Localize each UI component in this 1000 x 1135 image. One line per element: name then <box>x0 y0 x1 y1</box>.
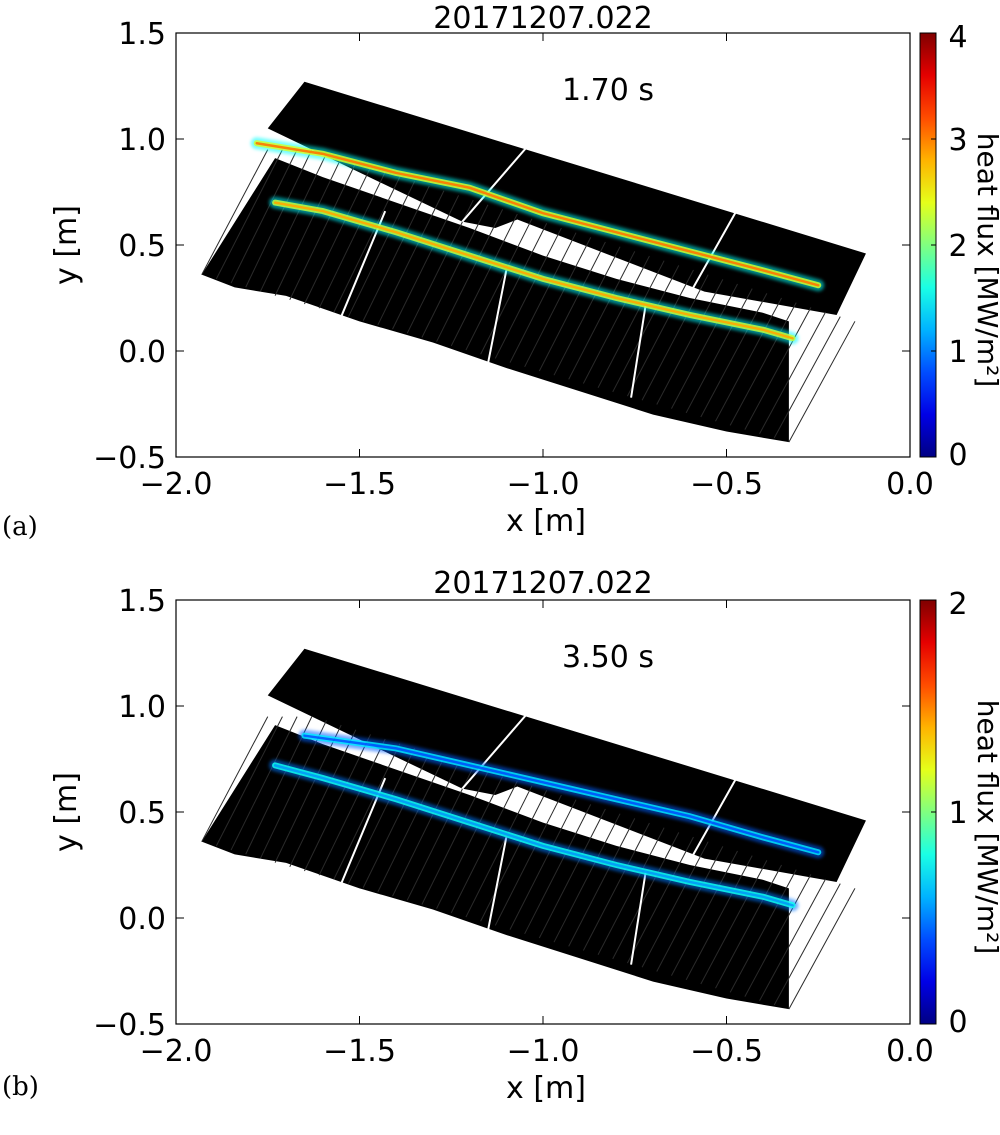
y-tick-label: 0.0 <box>118 902 166 937</box>
x-tick-label: −1.0 <box>507 467 580 502</box>
finger-separators <box>201 149 856 443</box>
y-tick-label: 1.0 <box>118 690 166 725</box>
time-annotation: 3.50 s <box>562 640 654 675</box>
panel-label-a: (a) <box>2 512 38 542</box>
y-tick-label: 0.5 <box>118 796 166 831</box>
x-tick-label: 0.0 <box>886 1034 934 1069</box>
colorbar-tick-label: 2 <box>948 587 967 622</box>
lower-target-module <box>201 158 789 443</box>
y-tick-label: 0.5 <box>118 229 166 264</box>
x-tick-label: 0.0 <box>886 467 934 502</box>
finger-separators <box>201 716 856 1010</box>
x-tick-label: −1.0 <box>507 1034 580 1069</box>
strike-line-1 <box>250 137 825 292</box>
time-annotation: 1.70 s <box>562 73 654 108</box>
panel-a: −2.0 −1.5 −1.0 −0.5 0.0 1.5 1.0 0.5 0.0 −0.5 20171… <box>0 0 1000 567</box>
y-axis-label: y [m] <box>49 205 84 285</box>
x-tick-label: −0.5 <box>690 467 763 502</box>
heatmap-chart-a: −2.0 −1.5 −1.0 −0.5 0.0 1.5 1.0 0.5 0.0 −0.5 20171… <box>49 1 1000 539</box>
y-axis-label: y [m] <box>49 772 84 852</box>
colorbar-tick-label: 0 <box>948 438 967 473</box>
x-tick-label: −1.5 <box>323 467 396 502</box>
strike-line-2 <box>269 759 799 912</box>
x-axis-label: x [m] <box>506 504 586 539</box>
colorbar-tick-label: 2 <box>948 229 967 264</box>
panel-label-b: (b) <box>2 1072 39 1102</box>
colorbar-label: heat flux [MW/m²] <box>971 700 1000 955</box>
y-tick-label: 1.0 <box>118 123 166 158</box>
x-tick-label: −2.0 <box>140 1034 213 1069</box>
panel-b: −2.0 −1.5 −1.0 −0.5 0.0 1.5 1.0 0.5 0.0 −0.5 20171… <box>0 567 1000 1134</box>
y-tick-label: 1.5 <box>118 584 166 619</box>
y-tick-label: −0.5 <box>93 1008 166 1043</box>
strike-line-2 <box>269 196 799 345</box>
x-axis-label: x [m] <box>506 1071 586 1106</box>
colorbar-tick-label: 1 <box>948 796 967 831</box>
colorbar-tick-label: 0 <box>948 1005 967 1040</box>
colorbar-tick-label: 3 <box>948 123 967 158</box>
chart-title: 20171207.022 <box>433 567 653 601</box>
heatmap-chart-b: −2.0 −1.5 −1.0 −0.5 0.0 1.5 1.0 0.5 0.0 −0.5 20171… <box>49 567 1000 1106</box>
y-tick-label: 1.5 <box>118 17 166 52</box>
y-tick-label: 0.0 <box>118 335 166 370</box>
x-tick-label: −1.5 <box>323 1034 396 1069</box>
module-boundaries <box>336 711 739 965</box>
chart-title: 20171207.022 <box>433 1 653 36</box>
x-tick-label: −0.5 <box>690 1034 763 1069</box>
y-tick-label: −0.5 <box>93 441 166 476</box>
x-tick-label: −2.0 <box>140 467 213 502</box>
strike-line-1 <box>298 729 825 859</box>
colorbar-tick-label: 1 <box>948 335 967 370</box>
colorbar-label: heat flux [MW/m²] <box>971 133 1000 388</box>
lower-target-module <box>201 725 789 1010</box>
colorbar-tick-label: 4 <box>948 20 967 55</box>
